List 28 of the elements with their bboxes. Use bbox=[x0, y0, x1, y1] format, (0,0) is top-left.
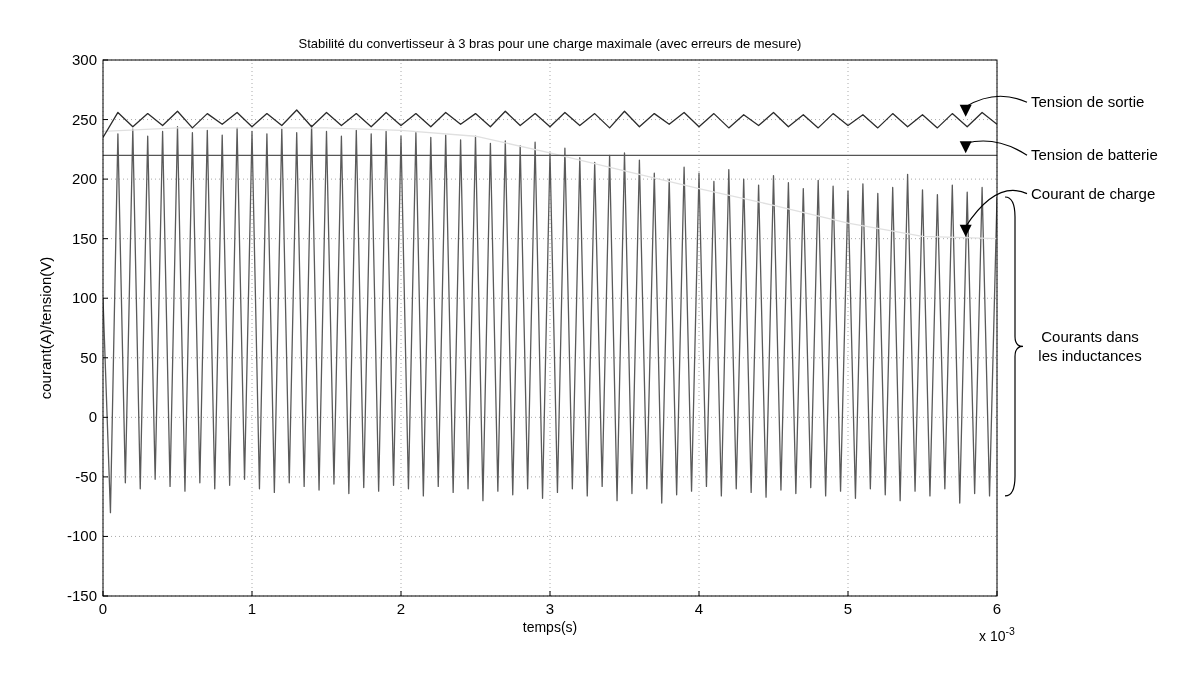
text: Tension de batterie bbox=[1031, 146, 1158, 164]
line-series bbox=[103, 109, 997, 139]
y-tick-label: 50 bbox=[80, 348, 97, 366]
x-tick-label: 6 bbox=[992, 600, 1002, 617]
y-tick-label: 300 bbox=[71, 51, 97, 68]
y-tick-label: -150 bbox=[66, 587, 97, 604]
x-tick-label: 1 bbox=[247, 600, 257, 617]
chart-title: Stabilité du convertisseur à 3 bras pour une charge maximale (avec erreurs de mesure) bbox=[298, 36, 802, 51]
x-tick-label: 5 bbox=[843, 600, 853, 617]
text: Courant de charge bbox=[1031, 184, 1156, 202]
x-tick-label: 2 bbox=[396, 600, 406, 617]
y-tick-label: 100 bbox=[71, 289, 97, 307]
text: x 10$^{-3}$ bbox=[979, 625, 1016, 644]
x-axis-title: temps(s) bbox=[522, 619, 578, 635]
y-tick-label: 200 bbox=[71, 170, 97, 188]
y-tick-label: -100 bbox=[66, 527, 97, 545]
text: Courants dans les inductances bbox=[1038, 328, 1142, 365]
text: Tension de sortie bbox=[1031, 93, 1145, 111]
line-series bbox=[103, 127, 997, 240]
x-tick-label: 0 bbox=[98, 600, 108, 617]
y-tick-label: 0 bbox=[88, 408, 97, 426]
x-tick-label: 3 bbox=[545, 600, 555, 617]
y-axis-title: courant(A)/tension(V) bbox=[37, 256, 54, 400]
x-tick-label: 4 bbox=[694, 600, 704, 617]
y-tick-label: 150 bbox=[71, 229, 97, 247]
y-tick-label: 250 bbox=[71, 110, 97, 128]
y-tick-label: -50 bbox=[75, 467, 97, 485]
line-series bbox=[103, 124, 997, 514]
